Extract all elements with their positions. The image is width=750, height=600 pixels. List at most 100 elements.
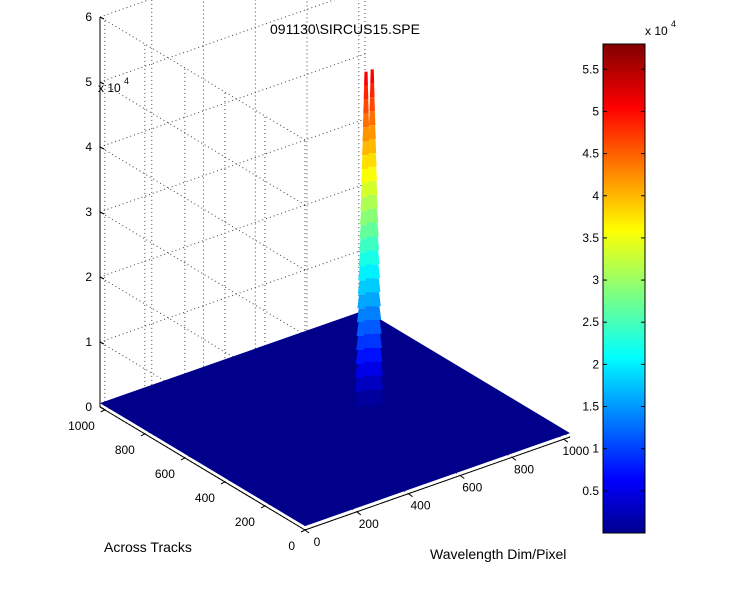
z-tick-mark (99, 341, 105, 345)
z-tick-label: 2 (85, 270, 92, 284)
surface-peak-band (361, 361, 383, 376)
colorbar-tick-label: 2.5 (582, 315, 599, 329)
z-multiplier-base: x 10 (98, 81, 121, 95)
z-tick-label: 6 (85, 10, 92, 24)
x-tick-mark (511, 456, 517, 461)
colorbar-tick-label: 2 (592, 357, 599, 371)
surface-peak-band (367, 152, 377, 167)
grid-line-z-right (99, 118, 366, 213)
surface-peak-band (364, 71, 368, 86)
surface-peak-band (362, 319, 382, 334)
surface-peak-band (366, 208, 379, 223)
chart-title: 091130\SIRCUS15.SPE (270, 21, 420, 37)
y-tick-label: 800 (115, 443, 135, 457)
surface-peak-band (368, 125, 376, 140)
x-tick-label: 400 (411, 499, 431, 513)
x-tick-mark (563, 438, 569, 443)
x-tick-label: 600 (462, 481, 482, 495)
z-tick-label: 1 (85, 335, 92, 349)
z-tick-mark (99, 211, 105, 215)
z-multiplier-label: x 10 4 (98, 76, 129, 95)
surface-peak-band (362, 127, 370, 142)
surface-peak-band (369, 83, 375, 98)
z-tick-label: 0 (85, 400, 92, 414)
colorbar-tick-label: 3 (592, 273, 599, 287)
x-axis-line (304, 436, 571, 531)
colorbar-multiplier-exp: 4 (671, 19, 676, 29)
grid-line-z-right (99, 183, 366, 278)
colorbar-tick-label: 1.5 (582, 400, 599, 414)
grid-line-z-right (99, 0, 336, 83)
surface-peak-band (361, 375, 384, 390)
surface-peak-band (366, 180, 378, 195)
surface-peak-band (363, 85, 369, 100)
x-tick-mark (408, 493, 413, 498)
y-tick-label: 600 (155, 467, 175, 481)
surface-peak-band (364, 278, 381, 293)
y-tick-label: 0 (288, 539, 295, 553)
y-tick-label: 1000 (68, 419, 95, 433)
surface-peak-band (370, 69, 375, 84)
y-tick-label: 400 (195, 491, 215, 505)
x-tick-mark (356, 511, 362, 516)
z-tick-label: 3 (85, 205, 92, 219)
z-tick-mark (99, 16, 105, 20)
z-tick-mark (99, 276, 105, 280)
grid-line-z-left (99, 211, 306, 336)
z-multiplier-exp: 4 (124, 76, 129, 86)
y-tick-mark (220, 481, 226, 485)
colorbar (602, 43, 646, 534)
surface-peak-band (362, 141, 371, 156)
colorbar-tick-label: 5 (592, 104, 599, 118)
colorbar-ticks: 0.5 1 1.5 2 2.5 3 3.5 4 4.5 5 5.5 (582, 62, 645, 498)
x-tick-label: 800 (514, 462, 534, 476)
surface-peak-band (362, 113, 370, 128)
grid-line-z-right (99, 248, 366, 343)
y-tick-mark (260, 505, 266, 509)
axis-ticks: 0 200 400 600 800 1000 0 200 400 600 800 1000 0 1 2 3 4 5… (68, 10, 589, 553)
z-tick-label: 5 (85, 75, 92, 89)
surface-plot (100, 69, 570, 527)
y-tick-mark (180, 457, 186, 461)
grid-line-z-left (99, 146, 306, 271)
y-axis-line (99, 406, 306, 531)
colorbar-multiplier-label: x 10 4 (645, 19, 676, 38)
y-tick-mark (140, 433, 146, 437)
surface-peak-band (364, 264, 380, 279)
grid-line-z-right (99, 0, 150, 18)
surface-peak-band (363, 99, 369, 114)
surface-peak-band (365, 222, 379, 237)
colorbar-tick-label: 3.5 (582, 231, 599, 245)
x-tick-mark (304, 529, 310, 534)
z-tick-mark (99, 81, 105, 85)
colorbar-tick-label: 5.5 (582, 62, 599, 76)
surface-peak-band (362, 333, 383, 348)
y-tick-mark (100, 409, 106, 413)
x-tick-label: 0 (314, 535, 321, 549)
colorbar-tick-label: 4.5 (582, 147, 599, 161)
x-tick-label: 1000 (562, 444, 589, 458)
surface-peak-band (367, 166, 378, 181)
surface-peak-band (361, 347, 383, 362)
grid-line-z-right (99, 53, 366, 148)
colorbar-tick-label: 1 (592, 442, 599, 456)
z-tick-label: 4 (85, 140, 92, 154)
z-tick-mark (99, 146, 105, 150)
colorbar-tick-label: 4 (592, 189, 599, 203)
surface-floor (100, 310, 570, 527)
y-axis-label: Across Tracks (104, 539, 192, 555)
y-tick-label: 200 (235, 515, 255, 529)
surface-peak-band (365, 236, 380, 251)
x-tick-mark (459, 475, 465, 479)
colorbar-tick-label: 0.5 (582, 484, 599, 498)
surface-peak-band (363, 306, 382, 320)
surface-peak-band (360, 389, 384, 404)
x-axis-label: Wavelength Dim/Pixel (430, 546, 566, 562)
z-tick-mark (99, 406, 105, 410)
x-tick-label: 200 (359, 517, 379, 531)
surface-peak-band (363, 292, 381, 307)
surface-peak-band (364, 250, 380, 265)
surface-peak-band (366, 194, 378, 209)
surface-peak-band (369, 111, 376, 126)
